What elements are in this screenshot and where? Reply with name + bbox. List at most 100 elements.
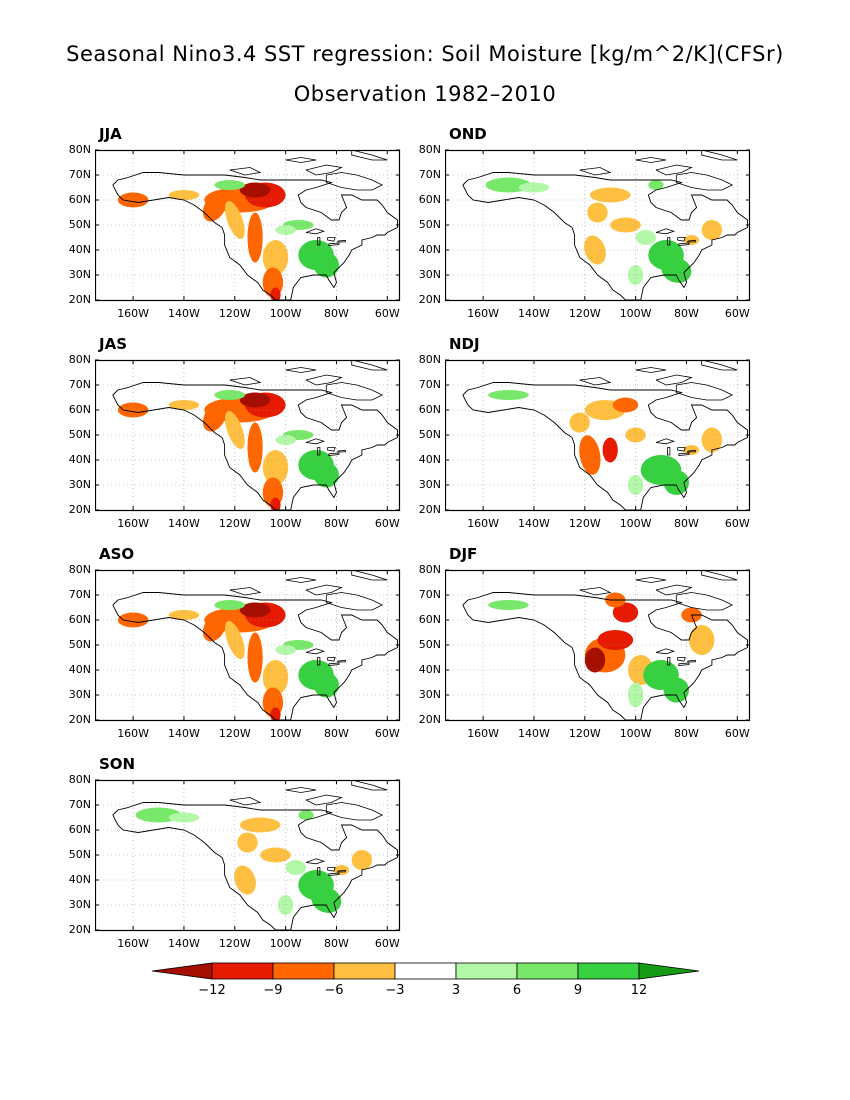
shaded-region — [313, 252, 339, 278]
lon-tick-label: 100W — [619, 727, 652, 740]
colorbar-label: −9 — [263, 983, 283, 998]
lon-tick-label: 120W — [568, 307, 601, 320]
lon-tick-label: 60W — [374, 307, 400, 320]
coastline — [112, 172, 398, 300]
shaded-region — [663, 677, 689, 703]
panel-label: OND — [449, 125, 487, 143]
lat-tick-label: 40N — [68, 873, 91, 886]
panel-label: JAS — [99, 335, 127, 353]
shaded-region — [237, 832, 258, 853]
shaded-region — [701, 427, 723, 453]
shaded-region — [224, 411, 245, 449]
lat-tick-label: 60N — [418, 193, 441, 206]
shaded-region — [602, 437, 618, 463]
lon-tick-label: 80W — [674, 727, 699, 740]
colorbar-label: 3 — [451, 983, 461, 998]
colorbar-segment — [638, 962, 700, 980]
map-plot — [95, 149, 401, 302]
shaded-region — [663, 470, 689, 495]
shaded-region — [587, 202, 608, 223]
lon-tick-label: 160W — [117, 517, 150, 530]
lat-tick-label: 30N — [418, 688, 441, 701]
shaded-region — [117, 402, 149, 418]
lat-tick-label: 50N — [68, 638, 91, 651]
lat-tick-label: 30N — [68, 268, 91, 281]
shaded-region — [683, 445, 700, 455]
map-panel-aso: ASO 80N 70N 60N 50N 40N 30N 20N 160W 140W 120W 100W… — [69, 545, 401, 745]
map-panel-jas: JAS 80N 70N 60N 50N 40N 30N 20N 160W 140W 120W 100W… — [69, 335, 401, 535]
colorbar-label: −12 — [198, 983, 226, 998]
lon-tick-label: 80W — [324, 307, 349, 320]
shaded-region — [661, 257, 692, 283]
lon-tick-label: 60W — [374, 937, 400, 950]
shaded-region — [298, 810, 314, 820]
lat-tick-label: 70N — [418, 378, 441, 391]
lat-tick-label: 20N — [68, 923, 91, 936]
coastline — [112, 802, 398, 930]
lat-tick-label: 40N — [418, 453, 441, 466]
map-plot — [445, 569, 751, 722]
chart-title: Seasonal Nino3.4 SST regression: Soil Mo… — [66, 42, 784, 66]
map-plot — [445, 359, 751, 512]
lon-tick-label: 80W — [324, 727, 349, 740]
shaded-region — [202, 613, 227, 642]
coastline — [112, 382, 398, 510]
lat-tick-label: 20N — [418, 503, 441, 516]
shaded-region — [262, 660, 289, 695]
shaded-region — [518, 182, 550, 193]
lon-tick-label: 60W — [724, 727, 750, 740]
shaded-region — [202, 193, 227, 222]
coastline — [462, 382, 748, 510]
lat-tick-label: 50N — [68, 428, 91, 441]
lon-tick-label: 100W — [619, 517, 652, 530]
lat-tick-label: 80N — [418, 563, 441, 576]
map-panel-jja: JJA 80N 70N 60N 50N 40N 30N 20N 160W 140W 120W 100W… — [69, 125, 401, 325]
lat-tick-label: 80N — [68, 353, 91, 366]
lat-tick-label: 30N — [68, 898, 91, 911]
lat-tick-label: 20N — [68, 713, 91, 726]
map-plot — [95, 569, 401, 722]
lat-tick-label: 40N — [418, 243, 441, 256]
colorbar-segment — [455, 962, 518, 980]
shaded-region — [648, 180, 664, 190]
shaded-region — [597, 630, 634, 650]
lon-tick-label: 140W — [168, 937, 200, 950]
shaded-region — [239, 182, 271, 198]
colorbar-label: 6 — [512, 983, 522, 998]
lat-tick-label: 50N — [418, 218, 441, 231]
coastline — [462, 592, 748, 720]
lon-tick-label: 160W — [467, 727, 500, 740]
shaded-region — [584, 647, 606, 673]
lon-tick-label: 120W — [218, 727, 251, 740]
shaded-region — [612, 602, 639, 623]
lon-tick-label: 80W — [324, 937, 349, 950]
colorbar — [151, 962, 700, 980]
lat-tick-label: 80N — [418, 143, 441, 156]
shaded-region — [262, 450, 289, 485]
lat-tick-label: 80N — [68, 143, 91, 156]
lat-tick-label: 80N — [418, 353, 441, 366]
map-panel-ndj: NDJ 80N 70N 60N 50N 40N 30N 20N 160W 140W 120W 100W… — [419, 335, 751, 535]
lon-tick-label: 100W — [269, 517, 302, 530]
lat-tick-label: 60N — [418, 613, 441, 626]
panel-label: DJF — [449, 545, 478, 563]
shaded-region — [488, 390, 529, 400]
shaded-region — [239, 392, 271, 408]
lon-tick-label: 160W — [117, 727, 150, 740]
lat-tick-label: 40N — [68, 243, 91, 256]
shaded-region — [214, 180, 245, 190]
colorbar-segment — [151, 962, 213, 980]
lat-tick-label: 30N — [418, 478, 441, 491]
lon-tick-label: 140W — [518, 517, 550, 530]
lat-tick-label: 40N — [418, 663, 441, 676]
colorbar-segment — [211, 962, 274, 980]
lon-tick-label: 80W — [324, 517, 349, 530]
lat-tick-label: 60N — [68, 613, 91, 626]
lat-tick-label: 60N — [68, 193, 91, 206]
lon-tick-label: 80W — [674, 307, 699, 320]
shaded-region — [234, 865, 256, 895]
shaded-region — [689, 625, 715, 655]
lon-tick-label: 120W — [568, 727, 601, 740]
lat-tick-label: 30N — [68, 478, 91, 491]
shaded-region — [683, 235, 700, 245]
